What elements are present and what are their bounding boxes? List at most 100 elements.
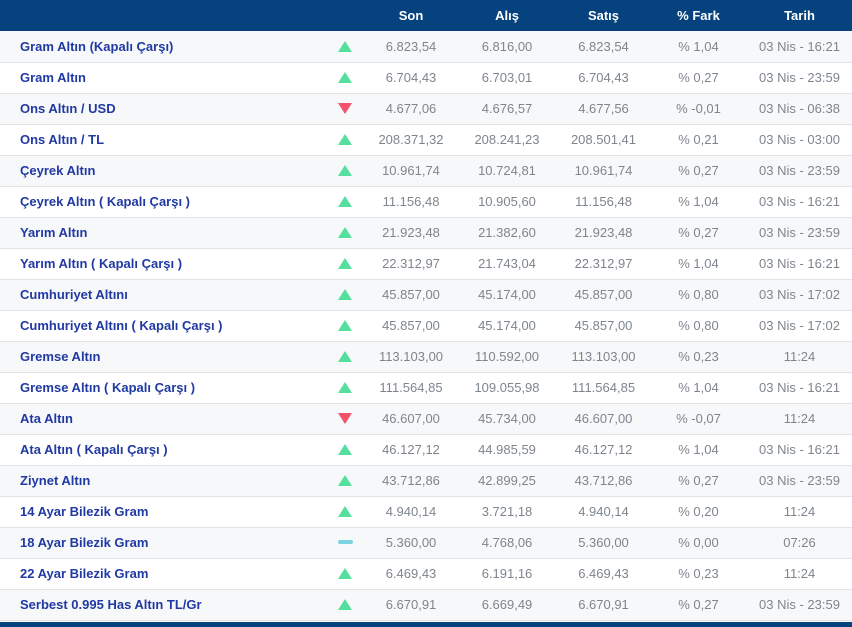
fark-value: % 0,80	[650, 310, 747, 341]
table-row: Yarım Altın ( Kapalı Çarşı )22.312,9721.…	[0, 248, 852, 279]
alis-value: 10.905,60	[457, 186, 557, 217]
instrument-name-link[interactable]: Cumhuriyet Altını	[0, 279, 325, 310]
trend-up-icon	[338, 444, 352, 455]
satis-value: 6.823,54	[557, 31, 650, 62]
trend-cell	[325, 310, 365, 341]
satis-value: 21.923,48	[557, 217, 650, 248]
tarih-value: 03 Nis - 23:59	[747, 589, 852, 620]
trend-cell	[325, 527, 365, 558]
son-value: 6.670,91	[365, 589, 457, 620]
satis-value: 111.564,85	[557, 372, 650, 403]
satis-value: 113.103,00	[557, 341, 650, 372]
instrument-name-link[interactable]: Yarım Altın ( Kapalı Çarşı )	[0, 248, 325, 279]
trend-cell	[325, 217, 365, 248]
tarih-value: 03 Nis - 06:38	[747, 93, 852, 124]
trend-cell	[325, 372, 365, 403]
trend-up-icon	[338, 227, 352, 238]
instrument-name-link[interactable]: Yarım Altın	[0, 217, 325, 248]
fark-value: % 0,27	[650, 465, 747, 496]
son-value: 4.677,06	[365, 93, 457, 124]
trend-cell	[325, 93, 365, 124]
alis-value: 6.669,49	[457, 589, 557, 620]
instrument-name-link[interactable]: 22 Ayar Bilezik Gram	[0, 558, 325, 589]
fark-value: % -0,01	[650, 93, 747, 124]
instrument-name-link[interactable]: Gremse Altın ( Kapalı Çarşı )	[0, 372, 325, 403]
trend-cell	[325, 186, 365, 217]
instrument-name-link[interactable]: Ons Altın / USD	[0, 93, 325, 124]
trend-cell	[325, 279, 365, 310]
instrument-name-link[interactable]: 18 Ayar Bilezik Gram	[0, 527, 325, 558]
satis-value: 10.961,74	[557, 155, 650, 186]
table-row: 14 Ayar Bilezik Gram4.940,143.721,184.94…	[0, 496, 852, 527]
table-row: Gram Altın6.704,436.703,016.704,43% 0,27…	[0, 62, 852, 93]
instrument-name-link[interactable]: Cumhuriyet Altını ( Kapalı Çarşı )	[0, 310, 325, 341]
alis-value: 208.241,23	[457, 124, 557, 155]
satis-value: 46.127,12	[557, 434, 650, 465]
trend-down-icon	[338, 103, 352, 114]
alis-value: 6.816,00	[457, 31, 557, 62]
alis-value: 4.676,57	[457, 93, 557, 124]
alis-value: 6.703,01	[457, 62, 557, 93]
table-row: Gremse Altın ( Kapalı Çarşı ) 111.564,85 1…	[0, 372, 852, 403]
satis-value: 6.670,91	[557, 589, 650, 620]
instrument-name-link[interactable]: Çeyrek Altın ( Kapalı Çarşı )	[0, 186, 325, 217]
trend-flat-icon	[338, 540, 353, 544]
alis-value: 6.191,16	[457, 558, 557, 589]
fark-value: % 0,80	[650, 279, 747, 310]
instrument-name-link[interactable]: Gram Altın	[0, 62, 325, 93]
table-row: Cumhuriyet Altını ( Kapalı Çarşı ) 45.857…	[0, 310, 852, 341]
instrument-name-link[interactable]: Gremse Altın	[0, 341, 325, 372]
satis-value: 5.360,00	[557, 527, 650, 558]
trend-down-icon	[338, 413, 352, 424]
son-value: 46.127,12	[365, 434, 457, 465]
son-value: 22.312,97	[365, 248, 457, 279]
trend-up-icon	[338, 568, 352, 579]
trend-cell	[325, 403, 365, 434]
instrument-name-link[interactable]: Ata Altın	[0, 403, 325, 434]
table-row: Cumhuriyet Altını45.857,0045.174,0045.85…	[0, 279, 852, 310]
instrument-name-link[interactable]: 14 Ayar Bilezik Gram	[0, 496, 325, 527]
instrument-name-link[interactable]: Ata Altın ( Kapalı Çarşı )	[0, 434, 325, 465]
fark-value: % 1,04	[650, 434, 747, 465]
instrument-name-link[interactable]: Ziynet Altın	[0, 465, 325, 496]
column-header-fark: % Fark	[650, 0, 747, 31]
son-value: 11.156,48	[365, 186, 457, 217]
instrument-name-link[interactable]: Çeyrek Altın	[0, 155, 325, 186]
fark-value: % 0,27	[650, 589, 747, 620]
trend-up-icon	[338, 72, 352, 83]
trend-up-icon	[338, 41, 352, 52]
trend-up-icon	[338, 289, 352, 300]
trend-up-icon	[338, 258, 352, 269]
trend-up-icon	[338, 196, 352, 207]
alis-value: 3.721,18	[457, 496, 557, 527]
satis-value: 6.469,43	[557, 558, 650, 589]
satis-value: 208.501,41	[557, 124, 650, 155]
trend-up-icon	[338, 475, 352, 486]
satis-value: 6.704,43	[557, 62, 650, 93]
fark-value: % -0,07	[650, 403, 747, 434]
trend-up-icon	[338, 320, 352, 331]
table-row: Gram Altın (Kapalı Çarşı) 6.823,546.816,0…	[0, 31, 852, 62]
trend-up-icon	[338, 134, 352, 145]
instrument-name-link[interactable]: Gram Altın (Kapalı Çarşı)	[0, 31, 325, 62]
tarih-value: 03 Nis - 23:59	[747, 62, 852, 93]
column-header-son: Son	[365, 0, 457, 31]
son-value: 111.564,85	[365, 372, 457, 403]
satis-value: 22.312,97	[557, 248, 650, 279]
column-header-trend	[325, 0, 365, 31]
tarih-value: 11:24	[747, 341, 852, 372]
alis-value: 45.174,00	[457, 310, 557, 341]
son-value: 6.469,43	[365, 558, 457, 589]
instrument-name-link[interactable]: Serbest 0.995 Has Altın TL/Gr	[0, 589, 325, 620]
satis-value: 45.857,00	[557, 310, 650, 341]
trend-up-icon	[338, 382, 352, 393]
son-value: 10.961,74	[365, 155, 457, 186]
son-value: 45.857,00	[365, 310, 457, 341]
son-value: 46.607,00	[365, 403, 457, 434]
table-row: Ziynet Altın43.712,8642.899,2543.712,86%…	[0, 465, 852, 496]
fark-value: % 0,20	[650, 496, 747, 527]
instrument-name-link[interactable]: Ons Altın / TL	[0, 124, 325, 155]
trend-cell	[325, 589, 365, 620]
trend-up-icon	[338, 599, 352, 610]
alis-value: 21.382,60	[457, 217, 557, 248]
